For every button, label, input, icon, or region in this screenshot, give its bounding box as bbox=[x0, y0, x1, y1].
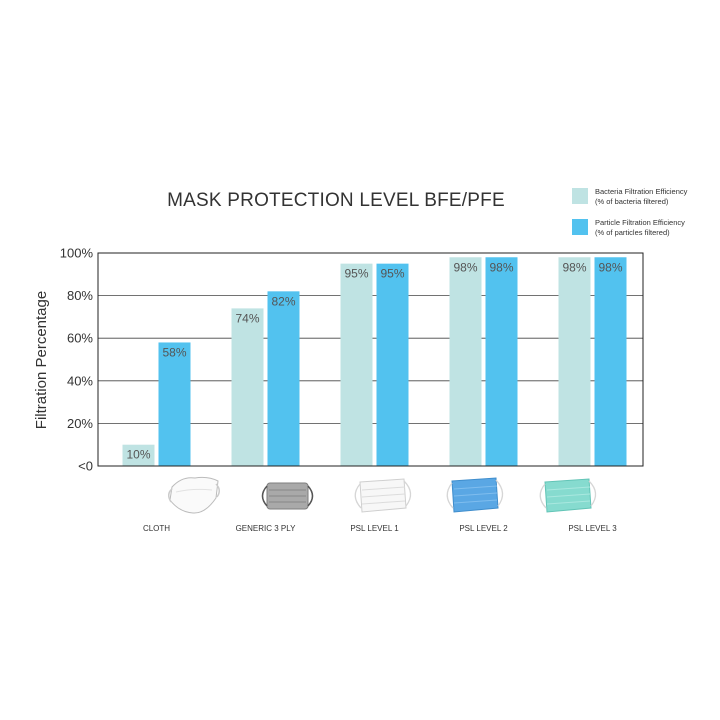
y-tick-label: 40% bbox=[67, 373, 93, 388]
legend-label-bfe: Bacteria Filtration Efficiency bbox=[595, 187, 688, 196]
y-tick-label: 80% bbox=[67, 288, 93, 303]
data-labels: 10% 58% 74% 82% 95% 95% 98% 98% 98% 98% bbox=[126, 260, 622, 461]
y-tick-label: 100% bbox=[60, 246, 94, 261]
x-tick-label: PSL LEVEL 3 bbox=[568, 524, 617, 533]
bar-pfe bbox=[594, 257, 627, 466]
bar-bfe bbox=[231, 308, 264, 466]
psl-level2-mask-icon bbox=[446, 477, 504, 513]
legend-sublabel-bfe: (% of bacteria filtered) bbox=[595, 197, 669, 206]
data-label: 98% bbox=[453, 260, 477, 274]
legend: Bacteria Filtration Efficiency (% of bac… bbox=[572, 187, 688, 237]
bar-pfe bbox=[267, 291, 300, 466]
legend-swatch-bfe bbox=[572, 188, 588, 204]
bar-pfe bbox=[376, 263, 409, 466]
x-tick-labels: CLOTH GENERIC 3 PLY PSL LEVEL 1 PSL LEVEL 2… bbox=[143, 524, 617, 533]
y-tick-label: 60% bbox=[67, 331, 93, 346]
chart-title: MASK PROTECTION LEVEL BFE/PFE bbox=[167, 190, 505, 211]
data-label: 82% bbox=[271, 294, 295, 308]
data-label: 98% bbox=[489, 260, 513, 274]
y-axis-label: Filtration Percentage bbox=[33, 291, 50, 429]
bar-bfe bbox=[340, 263, 373, 466]
legend-swatch-pfe bbox=[572, 219, 588, 235]
x-tick-label: PSL LEVEL 1 bbox=[350, 524, 399, 533]
psl-level1-mask-icon bbox=[354, 478, 412, 513]
mask-icons bbox=[168, 476, 597, 514]
data-label: 98% bbox=[562, 260, 586, 274]
data-label: 58% bbox=[162, 345, 186, 359]
data-label: 74% bbox=[235, 311, 259, 325]
x-tick-label: GENERIC 3 PLY bbox=[236, 524, 297, 533]
bar-bfe bbox=[558, 257, 591, 466]
y-tick-labels: <0 20% 40% 60% 80% 100% bbox=[60, 246, 94, 474]
bars bbox=[122, 257, 627, 466]
y-tick-label: 20% bbox=[67, 416, 93, 431]
bar-bfe bbox=[122, 444, 155, 466]
bar-bfe bbox=[449, 257, 482, 466]
bar-pfe bbox=[485, 257, 518, 466]
data-label: 10% bbox=[126, 448, 150, 462]
x-tick-label: PSL LEVEL 2 bbox=[459, 524, 508, 533]
data-label: 98% bbox=[598, 260, 622, 274]
legend-sublabel-pfe: (% of particles filtered) bbox=[595, 228, 670, 237]
generic-3ply-mask-icon bbox=[261, 482, 314, 510]
x-tick-label: CLOTH bbox=[143, 524, 170, 533]
psl-level3-mask-icon bbox=[539, 478, 597, 513]
y-tick-label: <0 bbox=[78, 459, 93, 474]
bar-pfe bbox=[158, 342, 191, 466]
cloth-mask-icon bbox=[168, 476, 220, 514]
data-label: 95% bbox=[380, 267, 404, 281]
plot-frame bbox=[97, 252, 644, 467]
data-label: 95% bbox=[344, 267, 368, 281]
legend-label-pfe: Particle Filtration Efficiency bbox=[595, 218, 685, 227]
